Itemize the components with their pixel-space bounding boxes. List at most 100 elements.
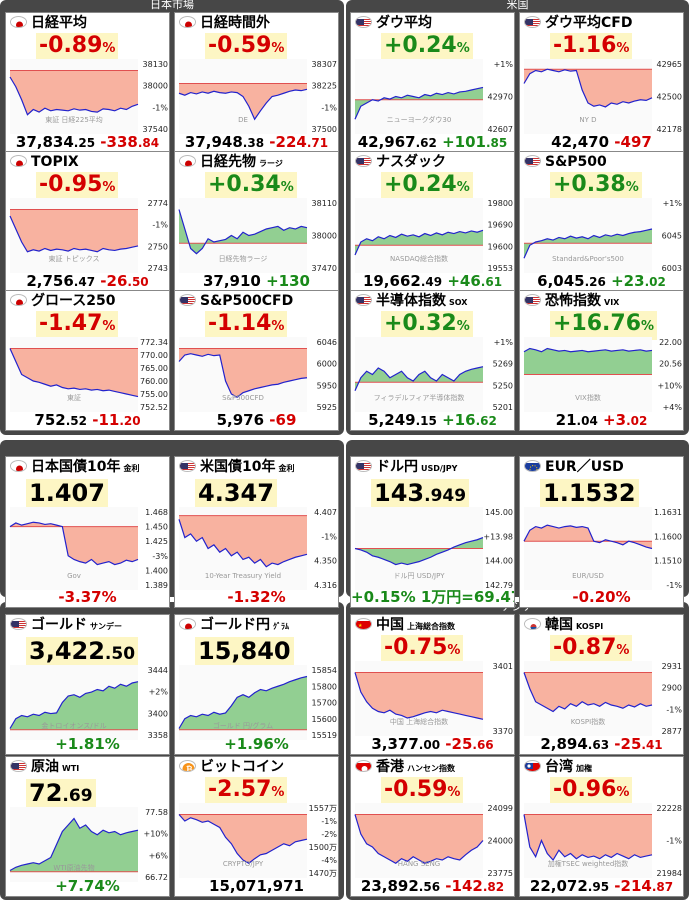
jp-flag-icon bbox=[179, 155, 196, 167]
axis-tick-label: 1.400 bbox=[145, 566, 168, 575]
chart-area bbox=[10, 348, 138, 397]
chart-area bbox=[355, 366, 483, 391]
market-card[interactable]: 日経平均 -0.89% 東証 日経225平均 38130 38000 -1% 37540 37… bbox=[5, 12, 170, 153]
chart-watermark: VIX指数 bbox=[575, 393, 601, 402]
market-card[interactable]: ゴールド円 ｸﾞﾗﾑ 15,840 ゴールド 円/グラム 15854 15800 15700… bbox=[174, 614, 339, 755]
market-card[interactable]: 日経先物 ラージ +0.34% 日経先物ラージ 38110 38000 37470 37,91… bbox=[174, 151, 339, 292]
price-chart: 10-Year Treasury Yield 4.407 -1% 4.350 4.316 bbox=[178, 507, 337, 590]
market-card[interactable]: ドル円 USD/JPY 143.949 ドル円 USD/JPY 145.00 +13.98… bbox=[350, 456, 515, 608]
price-change: -214.87 bbox=[614, 877, 674, 895]
price-chart: EUR/USD 1.1631 1.1600 1.1510 -1% bbox=[523, 507, 682, 590]
axis-tick-label: +10% bbox=[658, 381, 683, 390]
chart-watermark: ゴールド 円/グラム bbox=[213, 721, 273, 730]
chart-area bbox=[355, 230, 483, 255]
market-card[interactable]: 米国債10年 金利 4.347 10-Year Treasury Yield 4.407… bbox=[174, 456, 339, 608]
price-chart: NASDAQ総合指数 19800 19690 19600 19553 bbox=[354, 198, 513, 273]
chart-watermark: 東証 bbox=[67, 393, 81, 402]
instrument-name: 恐怖指数 bbox=[545, 293, 601, 309]
instrument-name: ドル円 bbox=[376, 459, 418, 475]
price: 22,072.95 bbox=[529, 877, 610, 895]
market-card[interactable]: ★ 中国 上海総合指数 -0.75% 中国 上海総合指数 3401 3370 3,377.00… bbox=[350, 614, 515, 755]
price-chart: CRYPTO/JPY 1557万 -1% -2% 1500万 -4% 1470万 bbox=[178, 803, 337, 878]
price: 37,834.25 bbox=[15, 133, 96, 151]
market-card[interactable]: 香港 ハンセン指数 -0.59% HANG SENG 24099 24000 23775 23… bbox=[350, 756, 515, 897]
axis-tick-label: +1% bbox=[494, 338, 514, 347]
us-flag-icon bbox=[179, 294, 196, 306]
group-title: 日本市場 bbox=[150, 0, 194, 11]
percent-change: -0.89% bbox=[36, 33, 119, 62]
axis-tick-label: -1% bbox=[152, 103, 168, 112]
market-card[interactable]: 日本国債10年 金利 1.407 Gov 1.468 1.450 1.425 -3% 1.400… bbox=[5, 456, 170, 608]
current-value: 3,422.50 bbox=[26, 637, 139, 668]
axis-tick-label: -1% bbox=[321, 817, 337, 826]
market-card[interactable]: 台湾 加権 -0.96% 加権TSEC weighted指数 22228 -1% 21984… bbox=[519, 756, 684, 897]
axis-tick-label: 1.1631 bbox=[654, 508, 682, 517]
card-header: 恐怖指数 VIX bbox=[520, 291, 683, 311]
instrument-name: ゴールド bbox=[31, 617, 87, 633]
price-change: -142.82 bbox=[445, 877, 505, 895]
percent-change: -0.59% bbox=[381, 777, 464, 806]
market-card[interactable]: S&P500 +0.38% Standard&Poor's500 +1% 6045 600… bbox=[519, 151, 684, 292]
price-chart: 中国 上海総合指数 3401 3370 bbox=[354, 661, 513, 736]
us-flag-icon bbox=[355, 460, 372, 472]
price: 5,249.15 bbox=[368, 411, 437, 429]
market-card[interactable]: ₿ ビットコイン -2.57% CRYPTO/JPY 1557万 -1% -2% 1500万 -… bbox=[174, 756, 339, 897]
price-line bbox=[9, 521, 139, 566]
current-value: 15,840 bbox=[195, 637, 294, 668]
price-chart: Gov 1.468 1.450 1.425 -3% 1.400 1.389 bbox=[9, 507, 168, 590]
chart-watermark: 加権TSEC weighted指数 bbox=[548, 859, 629, 868]
card-header: ダウ平均 bbox=[351, 13, 514, 33]
price-change: -224.71 bbox=[269, 133, 329, 151]
card-header: 日経平均 bbox=[6, 13, 169, 33]
price-chart: ゴールド 円/グラム 15854 15800 15700 15600 15519 bbox=[178, 665, 337, 740]
axis-tick-label: 145.00 bbox=[485, 508, 513, 517]
axis-tick-label: 1.468 bbox=[145, 508, 168, 517]
price-row: 6,045.26 +23.02 bbox=[520, 271, 683, 291]
market-card[interactable]: 韓国 KOSPI -0.87% KOSPI指数 2931 2900 -1% 2877 2,894… bbox=[519, 614, 684, 755]
chart-area bbox=[179, 348, 307, 398]
card-header: 原油 WTI bbox=[6, 757, 169, 777]
price-row: 37,834.25 -338.84 bbox=[6, 132, 169, 152]
price-line bbox=[9, 348, 139, 398]
card-header: S&P500CFD bbox=[175, 291, 338, 311]
axis-tick-label: 1.1510 bbox=[654, 557, 682, 566]
market-card[interactable]: EUR／USD 1.1532 EUR/USD 1.1631 1.1600 1.1510 -1… bbox=[519, 456, 684, 608]
chart-watermark: ニューヨークダウ30 bbox=[387, 115, 452, 124]
card-header: S&P500 bbox=[520, 152, 683, 172]
price-chart: VIX指数 22.00 20.56 +10% +4% bbox=[523, 337, 683, 412]
market-card[interactable]: S&P500CFD -1.14% S&P500CFD 6046 6000 5950 5925… bbox=[174, 290, 339, 431]
market-card[interactable]: 恐怖指数 VIX +16.76% VIX指数 22.00 20.56 +10% +4% 21.0… bbox=[519, 290, 684, 431]
market-card[interactable]: TOPIX -0.95% 東証 トピックス 2774 -1% 2750 2743 2,756.… bbox=[5, 151, 170, 292]
price-row: 21.04 +3.02 bbox=[520, 410, 683, 430]
chart-watermark: フィラデルフィア半導体指数 bbox=[374, 393, 465, 402]
market-card[interactable]: 日経時間外 -0.59% DE 38307 38225 -1% 37500 37,948.38… bbox=[174, 12, 339, 153]
market-card[interactable]: ダウ平均 +0.24% ニューヨークダウ30 +1% 42970 42607 42,967.… bbox=[350, 12, 515, 153]
market-card[interactable]: ゴールド サンデー 3,422.50 金トロイオンス/ドル 3444 +2% 3400 335… bbox=[5, 614, 170, 755]
instrument-subname: SOX bbox=[449, 298, 468, 307]
instrument-name: 日経時間外 bbox=[200, 15, 270, 31]
axis-tick-label: 38130 bbox=[143, 60, 168, 69]
price-line bbox=[354, 536, 484, 566]
axis-tick-label: 2931 bbox=[662, 662, 682, 671]
instrument-name: 米国債10年 bbox=[200, 459, 276, 475]
market-card[interactable]: ダウ平均CFD -1.16% NY D 42965 42500 42178 42,470 -… bbox=[519, 12, 684, 153]
price-change: -25.41 bbox=[614, 735, 663, 753]
axis-tick-label: 38000 bbox=[143, 82, 168, 91]
chart-bg bbox=[524, 507, 652, 590]
group-title: 米国 bbox=[506, 0, 529, 11]
price-line bbox=[523, 672, 653, 713]
price-row: 2,756.47 -26.50 bbox=[6, 271, 169, 291]
chart-area bbox=[179, 814, 307, 864]
axis-tick-label: 2900 bbox=[662, 684, 682, 693]
card-header: EUR／USD bbox=[520, 457, 683, 477]
market-card[interactable]: 半導体指数 SOX +0.32% フィラデルフィア半導体指数 +1% 5269 5250 52… bbox=[350, 290, 515, 431]
market-card[interactable]: ナスダック +0.24% NASDAQ総合指数 19800 19690 19600 1955… bbox=[350, 151, 515, 292]
instrument-name: S&P500CFD bbox=[200, 293, 294, 309]
axis-tick-label: 42965 bbox=[657, 60, 682, 69]
price-row: 2,894.63 -25.41 bbox=[520, 734, 683, 754]
market-card[interactable]: 原油 WTI 72.69 WTI原油先物 77.58 +10% +6% 66.72 +7.74% bbox=[5, 756, 170, 897]
chart-watermark: HANG SENG bbox=[398, 860, 440, 868]
market-card[interactable]: グロース250 -1.47% 東証 772.34 770.00 765.00 760.00 7… bbox=[5, 290, 170, 431]
axis-tick-label: +1% bbox=[494, 60, 514, 69]
svg-text:₿: ₿ bbox=[186, 765, 193, 772]
